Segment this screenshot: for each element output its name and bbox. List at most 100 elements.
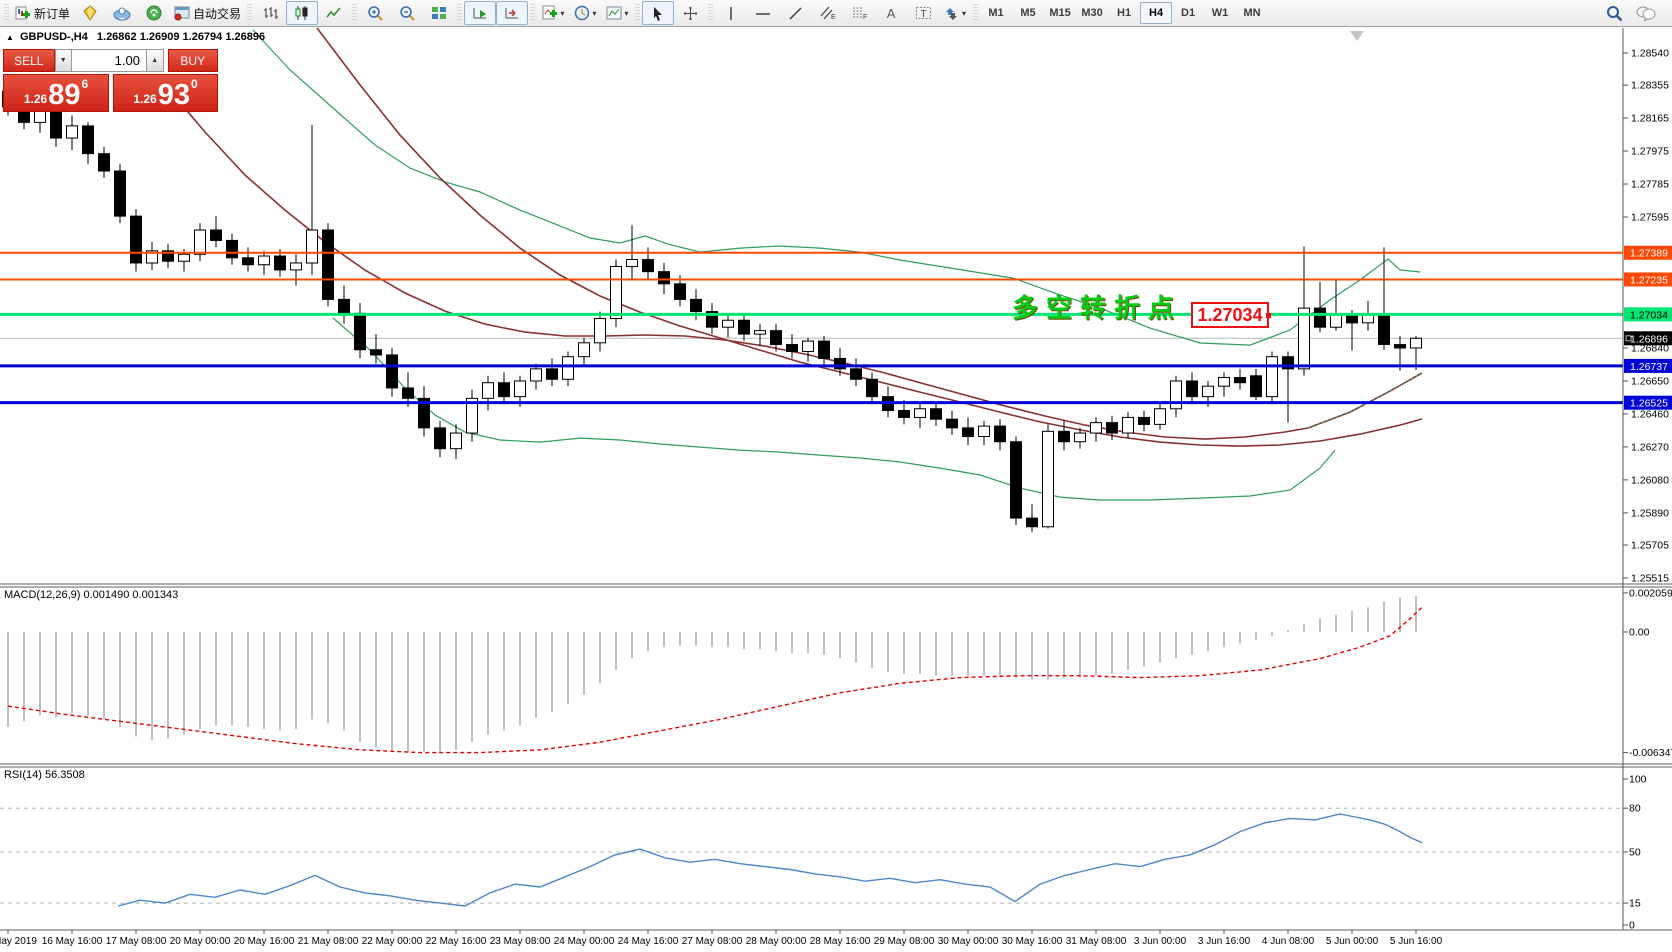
timeframe-H1[interactable]: H1 [1117,7,1132,19]
timeframe-M30[interactable]: M30 [1081,7,1103,19]
mql-crystal-button[interactable] [74,1,106,25]
collapse-triangle-icon[interactable]: ▲ [6,33,14,42]
templates-button[interactable]: ▾ [601,1,633,25]
auto-scroll-button[interactable] [464,1,497,25]
time-label[interactable]: 5 Jun 16:00 [1390,936,1443,947]
chat-button[interactable] [1630,1,1662,25]
candle [338,298,350,314]
arrows-tool[interactable]: ▾ [939,1,971,25]
candle [1330,314,1342,328]
time-label[interactable]: 30 May 16:00 [1002,936,1063,947]
candle [1394,344,1406,349]
toolbar-grip[interactable] [4,4,9,22]
toolbar-grip[interactable] [247,4,253,22]
candle [594,318,606,344]
community-button[interactable] [106,1,138,25]
time-label[interactable]: 20 May 16:00 [234,936,295,947]
shift-marker-icon[interactable] [1350,31,1364,41]
time-label[interactable]: 16 May 16:00 [42,936,103,947]
timeframe-MN[interactable]: MN [1243,7,1261,19]
candle [82,125,94,155]
volume-decrease-button[interactable]: ▼ [54,49,73,72]
indicators-button[interactable]: ▾ [537,1,569,25]
time-label[interactable]: 24 May 16:00 [618,936,679,947]
periods-button[interactable]: ▾ [569,1,601,25]
tile-windows-button[interactable] [423,1,455,25]
candle [178,253,190,262]
search-button[interactable] [1598,1,1630,25]
new-order-button[interactable]: 新订单 [11,1,74,25]
macd-scale-label: 0.002059 [1629,587,1672,599]
toolbar-grip[interactable] [973,4,979,22]
bar-chart-button[interactable] [254,1,286,25]
channel-tool[interactable]: E [811,1,843,25]
time-label[interactable]: 5 Jun 00:00 [1326,936,1379,947]
time-label[interactable]: 4 Jun 08:00 [1262,936,1315,947]
volume-increase-button[interactable]: ▲ [145,49,164,72]
buy-button[interactable]: BUY [167,49,219,72]
time-label[interactable]: 24 May 00:00 [554,936,615,947]
time-label[interactable]: 30 May 00:00 [938,936,999,947]
crosshair-tool-button[interactable] [674,1,706,25]
sell-button[interactable]: SELL [3,49,55,72]
time-label[interactable]: 31 May 08:00 [1066,936,1127,947]
signals-button[interactable] [138,1,170,25]
time-label[interactable]: 23 May 08:00 [490,936,551,947]
timeframe-H4[interactable]: H4 [1140,2,1173,24]
time-label[interactable]: 3 Jun 16:00 [1198,936,1251,947]
tag-anchor [1625,311,1632,318]
time-label[interactable]: 21 May 08:00 [298,936,359,947]
time-label[interactable]: 22 May 00:00 [362,936,423,947]
volume-input[interactable]: 1.00 [72,49,146,72]
sell-price-pip: 6 [81,77,89,91]
annotation-handle[interactable] [1266,313,1271,318]
text-label-tool[interactable]: T [907,1,939,25]
timeframe-M1[interactable]: M1 [988,7,1004,19]
turning-point-annotation[interactable]: 多空转折点 [1012,293,1183,323]
sell-price-prefix: 1.26 [23,92,48,106]
toolbar-grip[interactable] [708,4,714,22]
candle [162,250,174,262]
candle [562,356,574,380]
time-label[interactable]: 29 May 08:00 [874,936,935,947]
buy-price-display[interactable]: 1.26 93 0 [113,74,218,112]
price-tag-1.26737 [1624,358,1672,373]
chart-shift-button[interactable] [496,1,529,25]
time-label[interactable]: 20 May 00:00 [170,936,231,947]
line-chart-button[interactable] [318,1,350,25]
time-label[interactable]: 16 May 2019 [0,936,37,947]
time-label[interactable]: 27 May 08:00 [682,936,743,947]
price-tag-label: 1.26896 [1630,333,1668,345]
zoom-out-icon [400,6,415,21]
timeframe-W1[interactable]: W1 [1211,7,1229,19]
sell-price-display[interactable]: 1.26 89 6 [3,74,109,112]
time-label[interactable]: 28 May 00:00 [746,936,807,947]
templates-caret-icon: ▾ [624,8,629,18]
time-label[interactable]: 17 May 08:00 [106,936,167,947]
timeframe-M5[interactable]: M5 [1020,7,1036,19]
text-tool[interactable]: A [875,1,907,25]
toolbar-grip[interactable] [352,4,358,22]
timeframe-M15[interactable]: M15 [1049,7,1071,19]
cursor-tool-button[interactable] [642,1,675,25]
toolbar-grip[interactable] [457,4,463,22]
fibonacci-tool[interactable]: F [843,1,875,25]
time-label[interactable]: 28 May 16:00 [810,936,871,947]
candlestick-chart-button[interactable] [286,1,319,25]
candle [354,312,366,351]
zoom-in-button[interactable] [359,1,391,25]
autotrading-icon [174,6,190,21]
horizontal-line-tool[interactable] [747,1,779,25]
toolbar-grip[interactable] [530,4,536,22]
trendline-tool[interactable] [779,1,811,25]
price-annotation-box[interactable]: 1.27034 [1191,302,1271,328]
toolbar-grip[interactable] [635,4,641,22]
time-label[interactable]: 22 May 16:00 [426,936,487,947]
timeframe-D1[interactable]: D1 [1181,7,1196,19]
time-label[interactable]: 3 Jun 00:00 [1134,936,1187,947]
vertical-line-tool[interactable] [715,1,747,25]
candle [674,283,686,300]
autotrading-button[interactable]: 自动交易 [170,1,245,25]
zoom-out-button[interactable] [391,1,423,25]
